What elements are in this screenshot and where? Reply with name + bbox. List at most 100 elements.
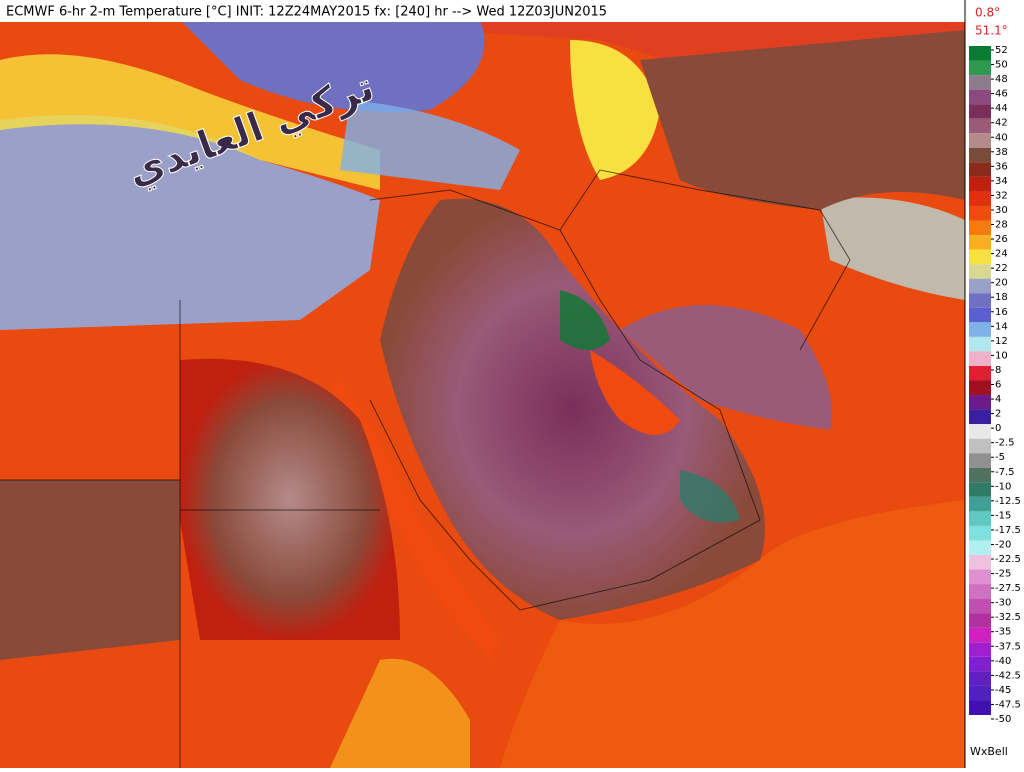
colorbar-label: 14 — [995, 321, 1008, 332]
colorbar-label: 6 — [995, 380, 1001, 391]
colorbar-swatch — [969, 75, 991, 90]
colorbar-label: 20 — [995, 278, 1008, 289]
colorbar-swatch — [969, 511, 991, 526]
colorbar-label: -10 — [995, 481, 1011, 492]
colorbar-label: -2.5 — [995, 438, 1015, 449]
colorbar-label: 44 — [995, 103, 1008, 114]
colorbar-swatch — [969, 496, 991, 512]
colorbar-swatch — [969, 351, 991, 366]
colorbar-label: 52 — [995, 45, 1008, 56]
colorbar-swatch — [969, 365, 991, 381]
colorbar-swatch — [969, 278, 991, 294]
colorbar-swatch — [969, 293, 991, 308]
map — [0, 0, 965, 770]
colorbar-label: 28 — [995, 220, 1008, 231]
colorbar-label: -22.5 — [995, 554, 1021, 565]
colorbar-label: 24 — [995, 249, 1008, 260]
colorbar-swatch — [969, 191, 991, 206]
colorbar-label: -45 — [995, 685, 1011, 696]
colorbar-label: -12.5 — [995, 496, 1021, 507]
colorbar-label: 30 — [995, 205, 1008, 216]
colorbar-label: 36 — [995, 161, 1008, 172]
colorbar-swatch — [969, 467, 991, 483]
colorbar-swatch — [969, 307, 991, 323]
colorbar-swatch — [969, 395, 991, 410]
colorbar-swatch — [969, 264, 991, 279]
colorbar-swatch — [969, 205, 991, 221]
colorbar-label: -37.5 — [995, 641, 1021, 652]
colorbar-swatch — [969, 322, 991, 337]
colorbar-swatch — [969, 336, 991, 352]
colorbar-swatch — [969, 569, 991, 585]
max-label: 51.1° — [975, 24, 1008, 38]
colorbar-swatch — [969, 656, 991, 672]
colorbar-label: 8 — [995, 365, 1001, 376]
colorbar-label: 2 — [995, 409, 1001, 420]
colorbar-label: 4 — [995, 394, 1001, 405]
colorbar-label: -35 — [995, 627, 1011, 638]
colorbar-label: -25 — [995, 569, 1011, 580]
colorbar-label: -42.5 — [995, 670, 1021, 681]
colorbar-label: 16 — [995, 307, 1008, 318]
colorbar-swatch — [969, 104, 991, 119]
colorbar-label: 42 — [995, 118, 1008, 129]
colorbar-label: 50 — [995, 60, 1008, 71]
title-bar — [0, 0, 965, 22]
colorbar-swatch — [969, 409, 991, 425]
colorbar-swatch — [969, 482, 991, 497]
colorbar-swatch — [969, 249, 991, 265]
colorbar-label: -7.5 — [995, 467, 1015, 478]
colorbar-label: -5 — [995, 452, 1005, 463]
colorbar-swatch — [969, 540, 991, 556]
colorbar-swatch — [969, 89, 991, 105]
map-title: ECMWF 6-hr 2-m Temperature [°C] INIT: 12… — [6, 5, 607, 20]
colorbar-swatch — [969, 700, 991, 715]
colorbar-label: 0 — [995, 423, 1001, 434]
colorbar-swatch — [969, 380, 991, 396]
colorbar-swatch — [969, 438, 991, 454]
colorbar-label: 48 — [995, 74, 1008, 85]
colorbar-label: -15 — [995, 510, 1011, 521]
colorbar-swatch — [969, 525, 991, 541]
colorbar-swatch — [969, 235, 991, 250]
colorbar-swatch — [969, 424, 991, 439]
colorbar-label: -27.5 — [995, 583, 1021, 594]
colorbar-swatch — [969, 176, 991, 192]
credit: WxBell — [970, 745, 1008, 758]
colorbar-swatch — [969, 613, 991, 628]
colorbar-label: 22 — [995, 263, 1008, 274]
colorbar-swatch — [969, 118, 991, 134]
min-label: 0.8° — [975, 6, 1000, 20]
colorbar-label: -50 — [995, 714, 1011, 725]
colorbar-label: -17.5 — [995, 525, 1021, 536]
colorbar-label: -40 — [995, 656, 1011, 667]
colorbar-label: 12 — [995, 336, 1008, 347]
colorbar-label: 18 — [995, 292, 1008, 303]
colorbar-swatch — [969, 60, 991, 76]
colorbar-swatch — [969, 598, 991, 614]
colorbar-swatch — [969, 555, 991, 570]
colorbar-swatch — [969, 627, 991, 643]
colorbar-label: 34 — [995, 176, 1008, 187]
colorbar-swatch — [969, 671, 991, 686]
colorbar-swatch — [969, 147, 991, 163]
colorbar-label: -30 — [995, 598, 1011, 609]
colorbar-swatch — [969, 46, 991, 61]
colorbar-label: -20 — [995, 539, 1011, 550]
colorbar-swatch — [969, 162, 991, 177]
colorbar-swatch — [969, 584, 991, 599]
colorbar-label: 40 — [995, 132, 1008, 143]
colorbar-label: 46 — [995, 89, 1008, 100]
colorbar-label: 26 — [995, 234, 1008, 245]
colorbar-label: 32 — [995, 190, 1008, 201]
colorbar-label: -32.5 — [995, 612, 1021, 623]
colorbar-label: 38 — [995, 147, 1008, 158]
colorbar-swatch — [969, 642, 991, 657]
colorbar-label: -47.5 — [995, 699, 1021, 710]
colorbar-swatch — [969, 133, 991, 148]
colorbar-label: 10 — [995, 350, 1008, 361]
colorbar-swatch — [969, 685, 991, 701]
colorbar-swatch — [969, 220, 991, 236]
colorbar-swatch — [969, 453, 991, 468]
